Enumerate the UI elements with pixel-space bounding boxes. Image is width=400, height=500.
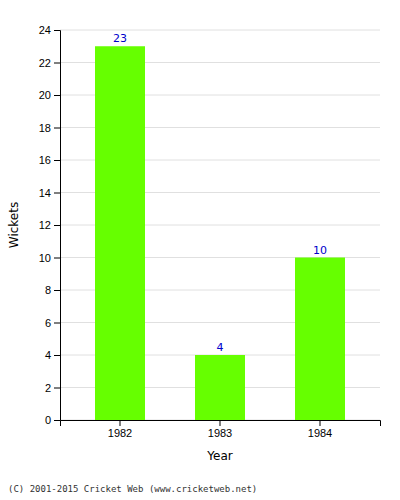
x-axis-title: Year	[206, 449, 232, 463]
data-labels: 23 4 10	[113, 32, 327, 354]
x-tick-mark	[320, 420, 321, 426]
y-axis-title: Wickets	[7, 202, 21, 248]
y-tick-label: 6	[45, 317, 51, 329]
y-tick-label: 10	[39, 252, 51, 264]
y-axis: 024681012141618202224	[39, 24, 61, 426]
chart: 19821983198402468101214161820222423410Ye…	[0, 0, 400, 500]
x-axis: 1982 1983 1984	[61, 420, 381, 439]
x-axis-line	[61, 421, 381, 427]
y-tick: 12	[39, 219, 60, 231]
grid-line	[60, 30, 380, 31]
y-tick-label: 12	[39, 219, 51, 231]
y-tick-mark	[54, 30, 60, 31]
y-tick-label: 22	[39, 57, 51, 69]
y-tick-label: 4	[45, 349, 51, 361]
y-tick-label: 8	[45, 284, 51, 296]
y-tick-mark	[54, 225, 60, 226]
x-tick: 1984	[308, 420, 332, 439]
y-tick-mark	[54, 420, 60, 421]
y-axis-line	[54, 31, 61, 421]
x-tick-label: 1982	[108, 427, 132, 439]
y-tick: 0	[45, 414, 60, 426]
y-tick: 18	[39, 122, 60, 134]
data-label: 4	[217, 341, 224, 354]
grid	[60, 30, 380, 420]
x-tick-label: 1983	[208, 427, 232, 439]
y-tick: 6	[45, 317, 60, 329]
y-tick-label: 24	[39, 24, 51, 36]
y-tick: 14	[39, 187, 60, 199]
y-tick: 8	[45, 284, 60, 296]
bars	[95, 46, 345, 420]
y-tick-mark	[54, 258, 60, 259]
y-tick: 4	[45, 349, 60, 361]
x-tick: 1983	[208, 420, 232, 439]
footer: (C) 2001-2015 Cricket Web (www.cricketwe…	[8, 484, 257, 494]
y-tick: 2	[45, 382, 60, 394]
y-tick-label: 2	[45, 382, 51, 394]
y-tick-mark	[54, 160, 60, 161]
data-label: 10	[313, 244, 327, 257]
x-tick: 1982	[108, 420, 132, 439]
y-tick-mark	[54, 388, 60, 389]
bar	[95, 46, 145, 420]
x-tick-mark	[120, 420, 121, 426]
y-tick-label: 14	[39, 187, 51, 199]
y-tick-mark	[54, 63, 60, 64]
data-label: 23	[113, 32, 127, 45]
y-tick: 24	[39, 24, 60, 36]
y-tick-label: 18	[39, 122, 51, 134]
y-tick: 20	[39, 89, 60, 101]
plot: 19821983198402468101214161820222423410Ye…	[7, 24, 381, 463]
y-tick-mark	[54, 128, 60, 129]
y-tick: 10	[39, 252, 60, 264]
y-tick-label: 0	[45, 414, 51, 426]
bar	[295, 258, 345, 421]
x-tick-label: 1984	[308, 427, 332, 439]
y-tick-label: 20	[39, 89, 51, 101]
y-tick-mark	[54, 323, 60, 324]
y-tick-mark	[54, 290, 60, 291]
y-tick: 22	[39, 57, 60, 69]
y-tick-mark	[54, 193, 60, 194]
y-tick: 16	[39, 154, 60, 166]
y-tick-label: 16	[39, 154, 51, 166]
bar	[195, 355, 245, 420]
y-tick-mark	[54, 355, 60, 356]
y-tick-mark	[54, 95, 60, 96]
x-tick-mark	[220, 420, 221, 426]
